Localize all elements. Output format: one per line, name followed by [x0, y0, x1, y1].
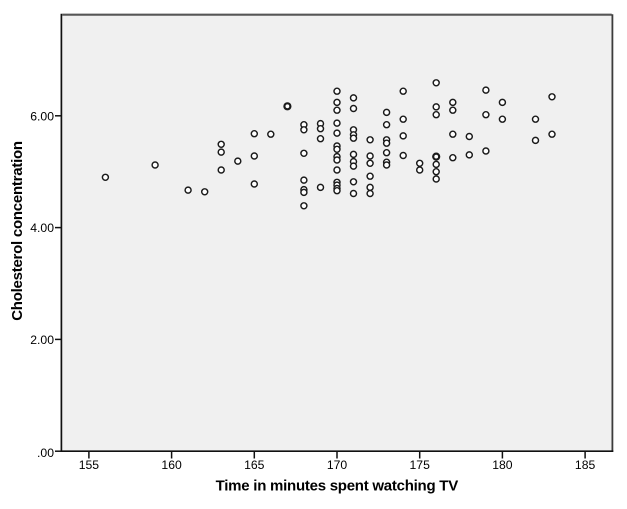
svg-text:2.00: 2.00	[30, 333, 54, 347]
svg-text:Cholesterol concentration: Cholesterol concentration	[9, 141, 26, 321]
svg-text:4.00: 4.00	[30, 221, 54, 235]
svg-text:160: 160	[161, 458, 182, 472]
svg-text:170: 170	[327, 458, 348, 472]
svg-text:165: 165	[244, 458, 265, 472]
svg-text:185: 185	[575, 458, 596, 472]
svg-text:.00: .00	[37, 446, 54, 460]
svg-text:6.00: 6.00	[30, 109, 54, 123]
svg-text:175: 175	[410, 458, 431, 472]
svg-text:180: 180	[492, 458, 513, 472]
svg-text:Time in minutes spent watching: Time in minutes spent watching TV	[216, 478, 459, 495]
svg-text:155: 155	[79, 458, 100, 472]
